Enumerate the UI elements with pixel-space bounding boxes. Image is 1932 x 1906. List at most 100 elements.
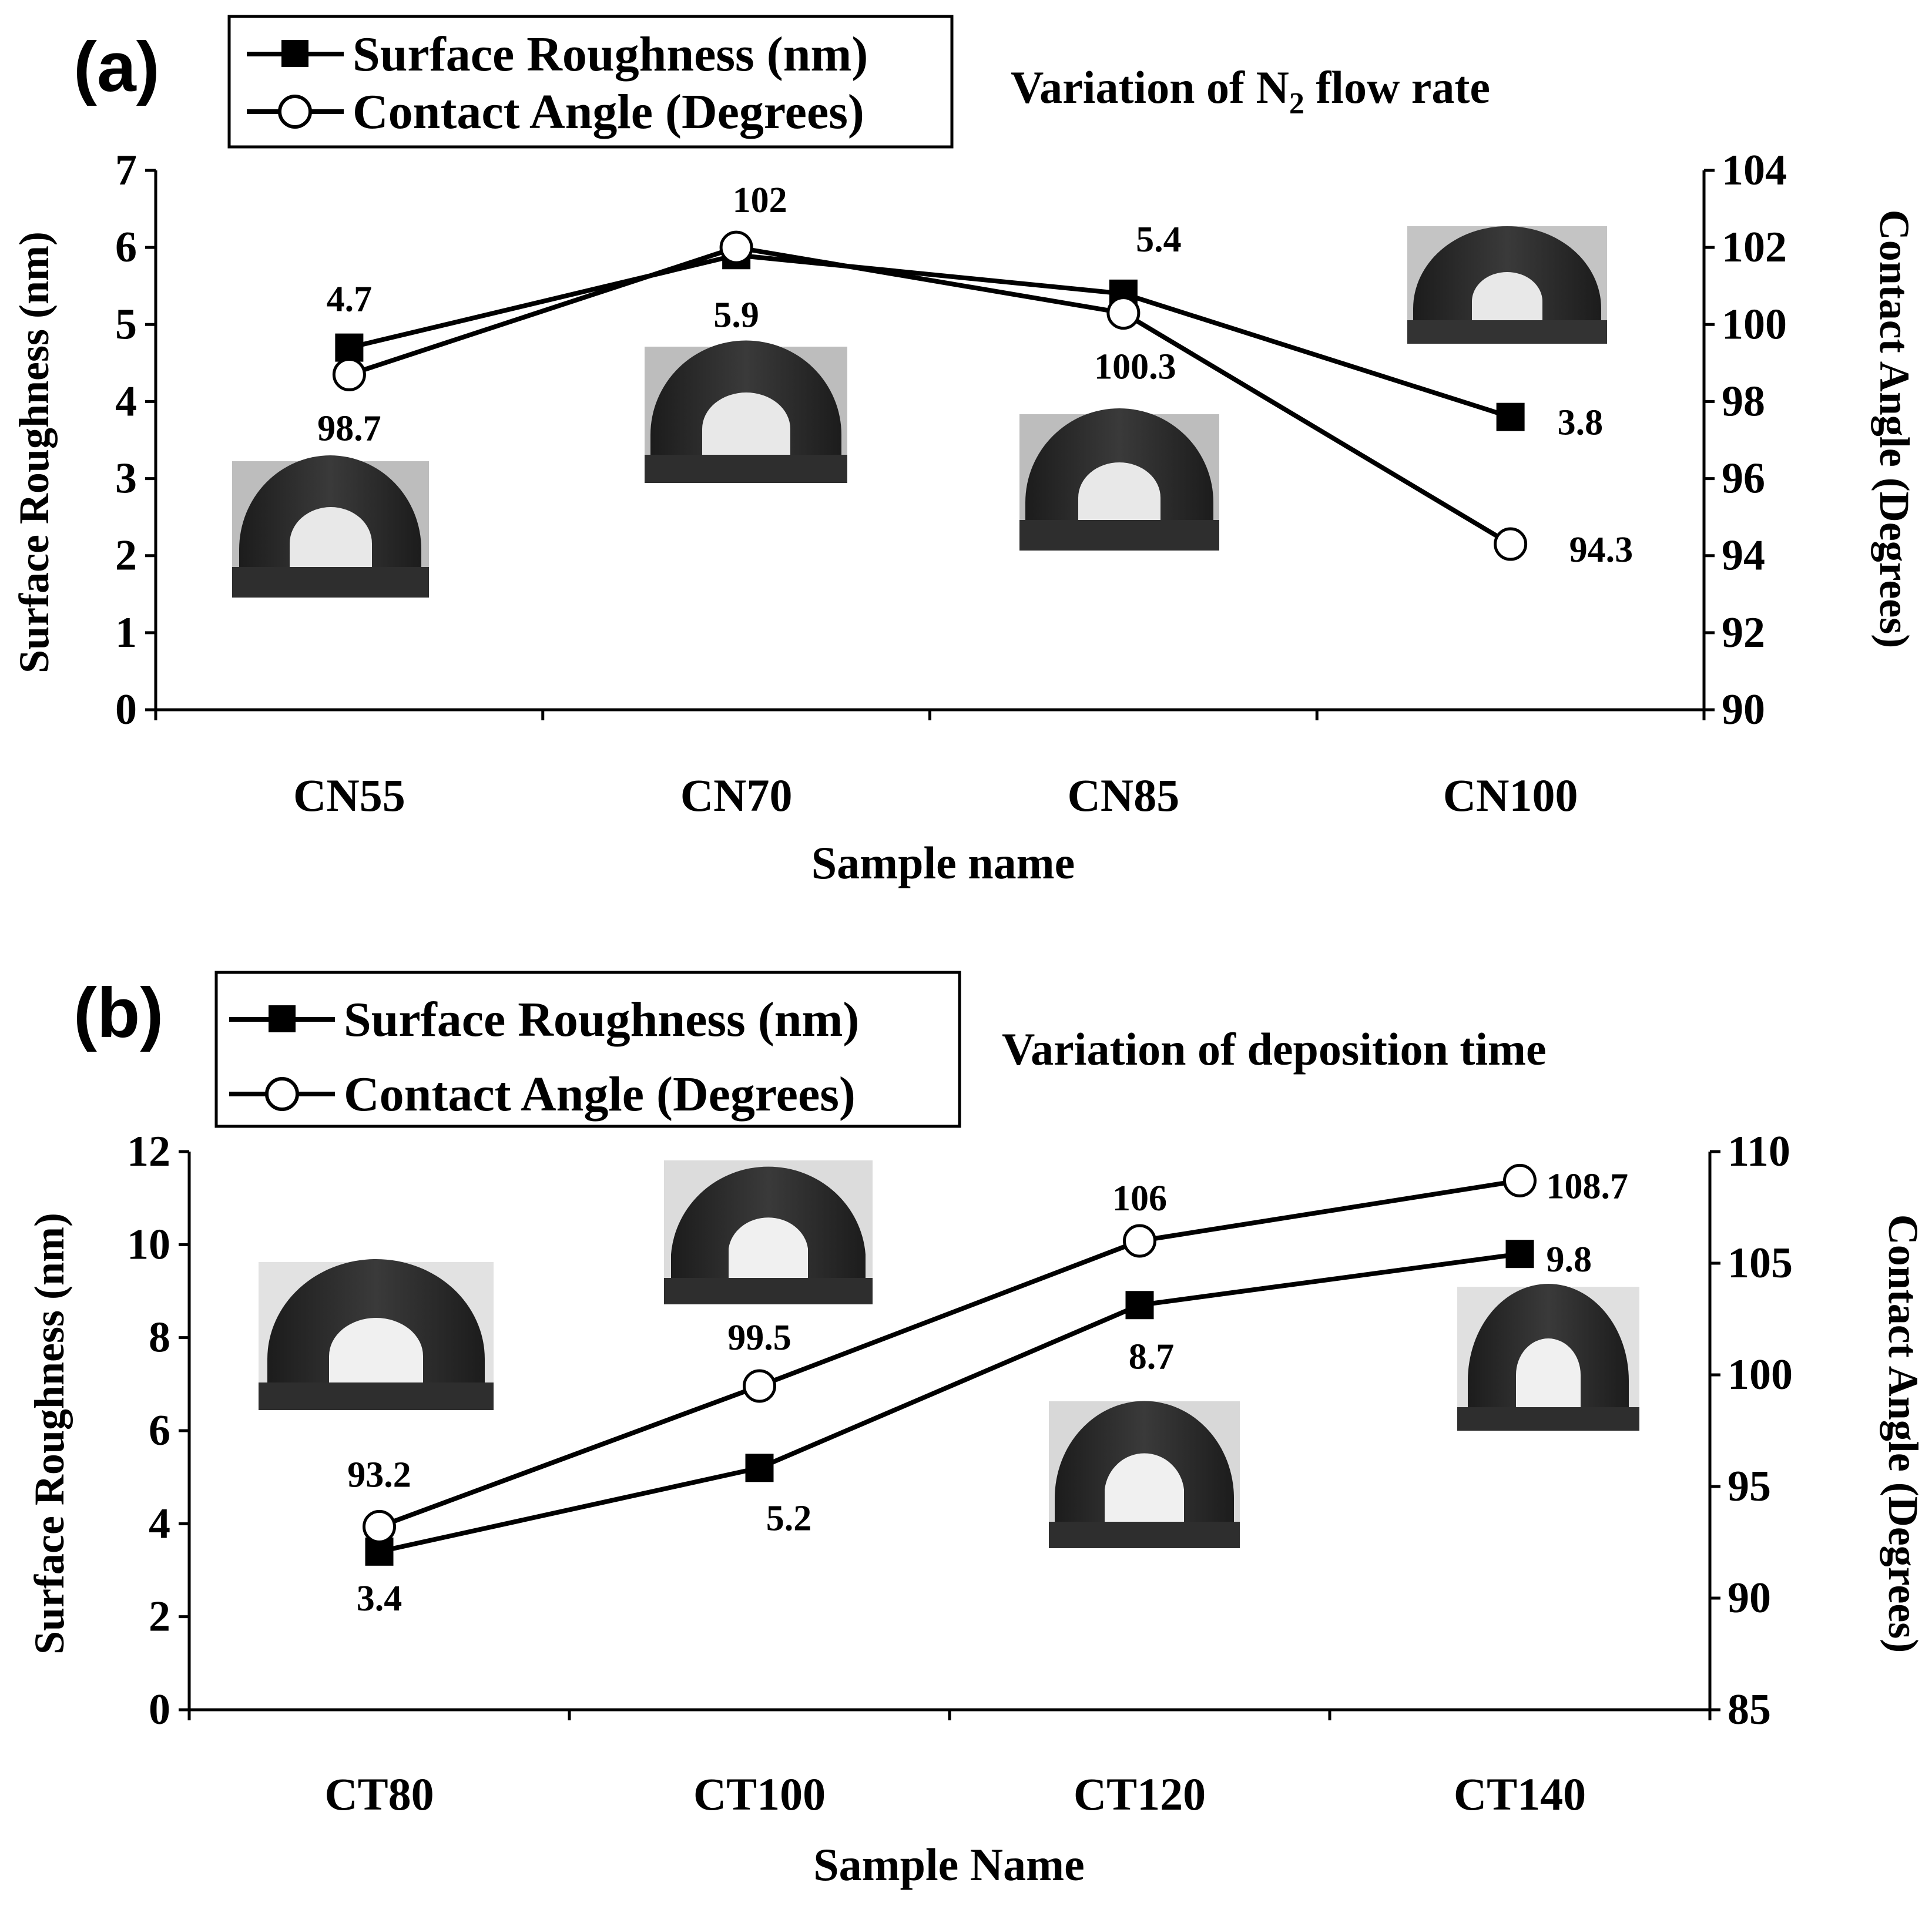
panel-b: (b) Surface Roughness (nm) Contact Angle… [26,971,1927,1890]
panel-b-legend-label-roughness: Surface Roughness (nm) [344,992,859,1047]
left-tick-label: 3 [115,455,137,503]
panel-b-contact-angle-markers [363,1163,1537,1543]
left-tick-label: 12 [127,1128,170,1176]
contact-angle-point-ct100 [743,1369,776,1403]
contact-angle-point-cn85 [1106,296,1141,330]
panel-a-contact-angle-line [348,245,1512,546]
contact-angle-data-label-cn70: 102 [733,180,787,220]
left-tick-label: 5 [115,300,137,348]
category-label-ct120: CT120 [1074,1769,1206,1820]
roughness-data-label-cn70: 5.9 [713,295,759,335]
category-label-cn70: CN70 [680,770,793,821]
panel-a-legend-marker-circle [278,95,312,129]
contact-angle-data-label-ct100: 99.5 [727,1318,791,1358]
panel-b-title: Variation of deposition time [1002,1024,1547,1075]
left-tick-label: 6 [115,223,137,271]
panel-b-legend: Surface Roughness (nm) Contact Angle (De… [214,971,961,1128]
contact-angle-data-label-ct120: 106 [1112,1179,1167,1219]
panel-b-x-axis-title: Sample Name [813,1839,1084,1890]
panel-b-droplet-image-ct100 [664,1160,873,1304]
panel-a-left-axis-title: Surface Roughness (nm) [11,231,58,673]
right-tick-label: 92 [1722,609,1765,657]
category-label-ct100: CT100 [693,1769,826,1820]
panel-a-legend-marker-square [281,40,308,67]
left-tick-label: 0 [149,1686,170,1734]
panel-b-roughness-markers [365,1240,1534,1566]
panel-b-left-ticks: 0 2 4 6 8 10 12 [127,1128,189,1734]
panel-a-droplet-image-cn55 [232,455,429,598]
left-tick-label: 4 [149,1499,170,1548]
panel-a-title-text: Variation of [1011,62,1256,113]
roughness-data-label-cn55: 4.7 [327,280,373,320]
panel-a-legend: Surface Roughness (nm) Contact Angle (De… [227,15,954,149]
roughness-point-ct100 [745,1454,774,1482]
right-tick-label: 100 [1728,1351,1793,1399]
panel-a-title-tail: flow rate [1304,62,1490,113]
contact-angle-point-ct80 [363,1509,396,1543]
right-tick-label: 90 [1722,686,1765,734]
contact-angle-point-ct140 [1503,1163,1537,1197]
contact-angle-point-cn55 [332,358,366,392]
left-tick-label: 6 [149,1407,170,1455]
panel-b-label: (b) [73,974,163,1052]
left-tick-label: 1 [115,609,137,657]
panel-a-title-n: N [1256,62,1289,113]
panel-a-legend-box [227,15,954,149]
panel-a-title-sub: 2 [1289,87,1304,120]
left-tick-label: 4 [115,377,137,425]
contact-angle-point-cn100 [1494,527,1528,561]
contact-angle-data-label-cn100: 94.3 [1569,530,1634,570]
roughness-data-label-cn85: 5.4 [1136,220,1182,260]
category-label-cn85: CN85 [1068,770,1180,821]
panel-a-legend-label-roughness: Surface Roughness (nm) [353,27,868,82]
panel-b-right-axis-title: Contact Angle (Degrees) [1880,1214,1927,1653]
right-tick-label: 105 [1728,1239,1793,1287]
panel-a-droplet-image-cn100 [1407,226,1607,344]
right-tick-label: 102 [1722,223,1787,271]
category-label-ct140: CT140 [1454,1769,1586,1820]
panel-a-droplet-image-cn70 [645,340,847,483]
roughness-point-ct140 [1505,1240,1534,1269]
right-tick-label: 96 [1722,455,1765,503]
panel-a-right-ticks: 90 92 94 96 98 100 102 104 [1704,146,1787,734]
contact-angle-point-cn70 [719,230,753,264]
panel-b-legend-label-angle: Contact Angle (Degrees) [344,1067,856,1122]
panel-b-x-ticks: CT80 CT100 CT120 CT140 [187,1710,1712,1820]
roughness-data-label-cn100: 3.8 [1558,403,1604,443]
contact-angle-data-label-cn85: 100.3 [1094,347,1176,387]
category-label-cn55: CN55 [293,770,405,821]
roughness-data-label-ct120: 8.7 [1129,1337,1175,1377]
right-tick-label: 110 [1728,1128,1790,1176]
roughness-data-label-ct140: 9.8 [1547,1240,1592,1280]
panel-a-label: (a) [73,28,160,106]
category-label-cn100: CN100 [1443,770,1578,821]
right-tick-label: 85 [1728,1686,1771,1734]
panel-b-contact-angle-line [378,1178,1521,1529]
left-tick-label: 7 [115,146,137,194]
panel-b-data-labels: 3.4 5.2 8.7 9.8 93.2 99.5 106 108.7 [347,1166,1628,1618]
panel-b-legend-marker-square [269,1005,296,1032]
panel-a-x-axis-title: Sample name [811,837,1075,888]
panel-b-droplet-image-ct80 [259,1259,494,1410]
right-tick-label: 98 [1722,377,1765,425]
panel-a-data-labels: 4.7 5.9 5.4 3.8 98.7 102 100.3 94.3 [317,180,1633,570]
panel-a-right-axis-title: Contact Angle (Degrees) [1871,210,1918,648]
contact-angle-data-label-cn55: 98.7 [317,409,381,449]
panel-b-right-ticks: 85 90 95 100 105 110 [1710,1128,1793,1734]
panel-a-roughness-line [348,253,1511,420]
panel-b-legend-marker-circle [265,1077,299,1111]
right-tick-label: 104 [1722,146,1787,194]
contact-angle-point-ct120 [1123,1224,1156,1258]
roughness-point-cn55 [335,333,364,362]
panel-b-legend-box [214,971,961,1128]
contact-angle-data-label-ct140: 108.7 [1547,1166,1629,1206]
contact-angle-data-label-ct80: 93.2 [347,1455,411,1495]
right-tick-label: 94 [1722,532,1765,580]
panel-a-legend-label-angle: Contact Angle (Degrees) [353,85,864,139]
left-tick-label: 2 [149,1593,170,1641]
right-tick-label: 95 [1728,1462,1771,1511]
roughness-point-cn100 [1496,402,1525,431]
panel-b-roughness-line [378,1251,1521,1554]
category-label-ct80: CT80 [324,1769,434,1820]
right-tick-label: 100 [1722,300,1787,348]
